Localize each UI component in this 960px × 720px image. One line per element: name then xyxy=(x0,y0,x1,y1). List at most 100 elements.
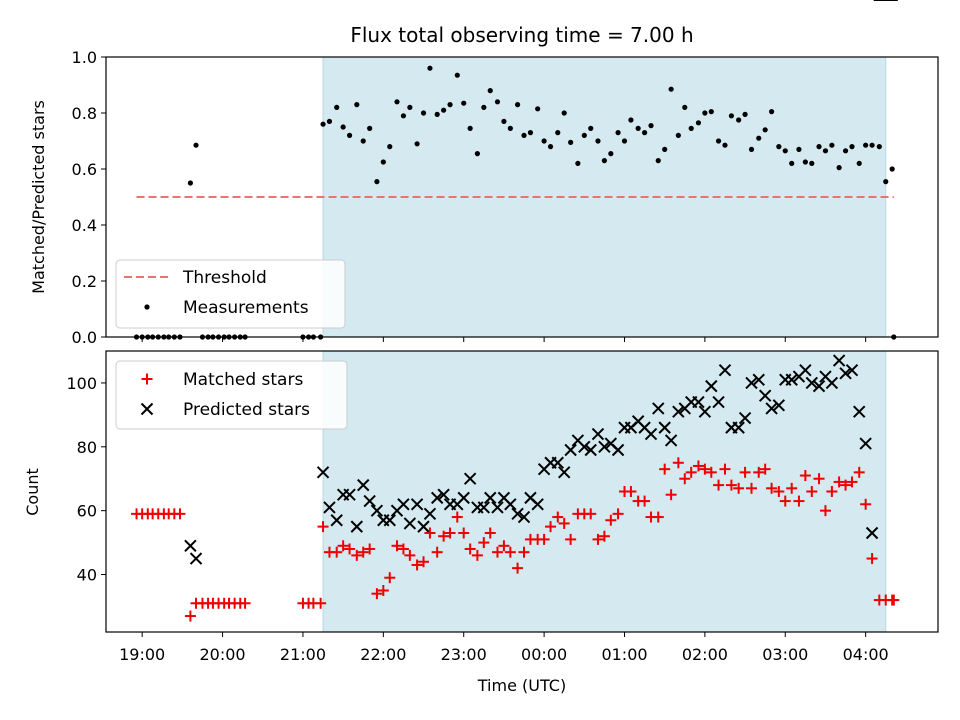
predicted-star-point xyxy=(738,411,752,425)
matched-star-point xyxy=(759,463,771,475)
measurement-point xyxy=(762,127,768,133)
matched-star-point xyxy=(364,543,376,555)
count-y-tick-label: 100 xyxy=(66,374,97,393)
ratio-y-axis-label: Matched/Predicted stars xyxy=(29,100,48,294)
predicted-star-point xyxy=(517,510,531,524)
measurement-point xyxy=(608,151,614,157)
predicted-star-point xyxy=(463,472,477,485)
matched-star-point xyxy=(725,479,737,491)
measurement-point xyxy=(514,102,521,108)
predicted-star-point xyxy=(189,552,203,565)
predicted-star-point xyxy=(383,514,396,527)
matched-star-point xyxy=(819,505,831,517)
x-tick-label: 01:00 xyxy=(601,645,647,664)
predicted-star-point xyxy=(370,504,384,517)
measurement-point xyxy=(836,165,842,171)
measurement-point xyxy=(427,65,433,71)
matched-star-point xyxy=(826,486,838,497)
matched-star-point xyxy=(512,562,524,574)
predicted-star-point xyxy=(752,373,765,386)
measurement-point xyxy=(856,160,862,166)
ratio-plot-marks xyxy=(133,65,897,340)
measurement-point xyxy=(822,148,829,154)
matched-star-point xyxy=(391,540,403,552)
count-y-tick-label: 40 xyxy=(77,566,97,585)
matched-star-point xyxy=(478,537,490,549)
matched-star-point xyxy=(357,546,369,558)
predicted-star-point xyxy=(564,443,577,457)
measurement-point xyxy=(420,110,427,116)
legend-matched-marker xyxy=(141,373,153,385)
measurement-point xyxy=(842,148,849,154)
measurement-point xyxy=(521,132,527,138)
predicted-star-point xyxy=(644,427,658,441)
measurement-point xyxy=(568,139,574,145)
measurement-point xyxy=(193,142,199,148)
measurement-point xyxy=(641,130,648,136)
matched-star-point xyxy=(491,546,503,558)
matched-star-point xyxy=(498,540,510,552)
measurement-point xyxy=(702,110,708,116)
predicted-star-point xyxy=(865,526,879,540)
measurement-point xyxy=(575,160,581,166)
matched-star-point xyxy=(833,476,845,488)
predicted-star-point xyxy=(511,507,524,521)
measurement-point xyxy=(187,180,194,186)
count-y-tick-label: 80 xyxy=(77,438,97,457)
ratio-y-tick-label: 0.4 xyxy=(72,216,97,235)
measurement-point xyxy=(662,146,668,152)
predicted-star-point xyxy=(343,488,356,501)
measurement-point xyxy=(883,179,889,185)
measurement-point xyxy=(454,72,460,78)
measurement-point xyxy=(889,166,895,172)
matched-star-point xyxy=(464,543,476,555)
measurement-point xyxy=(394,99,400,105)
measurement-point xyxy=(688,125,694,131)
matched-star-point xyxy=(585,508,597,520)
measurement-point xyxy=(507,125,513,131)
measurement-point xyxy=(742,111,748,117)
ratio-y-tick-label: 0.8 xyxy=(72,104,97,123)
predicted-star-point xyxy=(652,402,665,415)
x-tick-label: 00:00 xyxy=(521,645,567,664)
matched-star-point xyxy=(184,610,196,622)
measurement-point xyxy=(736,117,742,123)
measurement-point xyxy=(715,138,722,144)
measurement-point xyxy=(588,125,594,131)
measurement-point xyxy=(400,113,407,119)
predicted-star-point xyxy=(812,379,826,393)
x-tick-label: 02:00 xyxy=(682,645,728,664)
predicted-star-point xyxy=(692,395,705,409)
measurement-point xyxy=(728,113,735,119)
measurement-point xyxy=(615,130,621,136)
measurement-point xyxy=(555,130,561,136)
predicted-star-point xyxy=(785,373,798,386)
measurement-point xyxy=(320,121,326,127)
measurement-point xyxy=(789,160,795,166)
predicted-star-point xyxy=(718,363,732,377)
matched-star-point xyxy=(545,521,557,533)
measurement-point xyxy=(581,132,587,138)
predicted-star-point xyxy=(437,488,450,501)
matched-star-point xyxy=(665,489,677,501)
measurement-point xyxy=(414,141,420,147)
measurement-point xyxy=(474,151,480,157)
matched-star-point xyxy=(866,553,878,565)
predicted-star-point xyxy=(504,498,517,511)
count-y-ticks: 40 60 80 100 xyxy=(66,374,106,585)
predicted-star-point xyxy=(658,421,671,434)
matched-star-point xyxy=(377,584,389,596)
measurement-point xyxy=(501,118,507,124)
matched-star-point xyxy=(518,546,530,558)
legend-measurements-swatch xyxy=(144,304,150,310)
measurement-point xyxy=(776,144,782,150)
measurement-point xyxy=(782,148,788,154)
x-tick-label: 23:00 xyxy=(441,645,487,664)
predicted-star-point xyxy=(491,501,504,514)
count-plot-frame xyxy=(105,350,939,633)
measurement-point xyxy=(494,99,501,105)
matched-star-point xyxy=(351,549,363,561)
measurement-point xyxy=(360,138,366,144)
predicted-star-point xyxy=(557,466,571,479)
